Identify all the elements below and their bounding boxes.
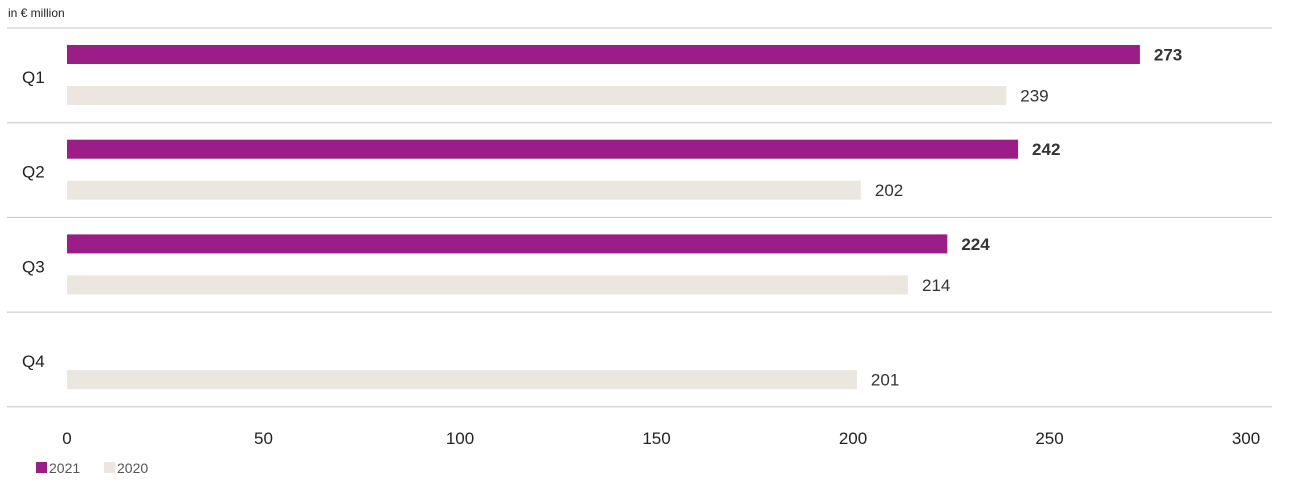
- bar-2020: [67, 180, 861, 200]
- unit-label: in € million: [8, 6, 65, 20]
- category-label: Q2: [22, 163, 45, 182]
- legend-label: 2021: [49, 460, 80, 476]
- bar-value-label: 214: [922, 276, 950, 295]
- x-tick-label: 150: [642, 429, 670, 448]
- bar-value-label: 242: [1032, 140, 1060, 159]
- bar-2021: [67, 234, 948, 254]
- category-label: Q4: [22, 352, 45, 371]
- bar-2021: [67, 139, 1019, 159]
- bar-value-label: 239: [1020, 87, 1048, 106]
- x-tick-label: 300: [1232, 429, 1260, 448]
- legend-swatch: [36, 462, 47, 473]
- category-row: Q1 273 239: [22, 45, 1182, 106]
- bar-value-label: 201: [871, 371, 899, 390]
- x-axis-ticks: 0 50 100 150 200 250 300: [62, 429, 1260, 448]
- x-tick-label: 100: [446, 429, 474, 448]
- category-label: Q1: [22, 68, 45, 87]
- chart-rows: Q1 273 239 Q2 242 202 Q3 224 214 Q4 201: [7, 27, 1272, 408]
- category-row: Q4 201: [22, 352, 899, 390]
- bar-2021: [67, 45, 1140, 64]
- bar-value-label: 202: [875, 181, 903, 200]
- x-tick-label: 50: [254, 429, 273, 448]
- x-tick-label: 0: [62, 429, 71, 448]
- category-row: Q2 242 202: [22, 139, 1060, 200]
- bar-value-label: 273: [1154, 46, 1182, 65]
- x-tick-label: 200: [839, 429, 867, 448]
- legend-label: 2020: [117, 460, 148, 476]
- legend: 2021 2020: [36, 460, 148, 476]
- bar-2020: [67, 370, 857, 390]
- bar-2020: [67, 275, 909, 295]
- bar-value-label: 224: [961, 235, 990, 254]
- category-label: Q3: [22, 257, 45, 276]
- bar-2020: [67, 86, 1007, 105]
- legend-swatch: [104, 462, 115, 473]
- category-row: Q3 224 214: [22, 234, 990, 295]
- x-tick-label: 250: [1035, 429, 1063, 448]
